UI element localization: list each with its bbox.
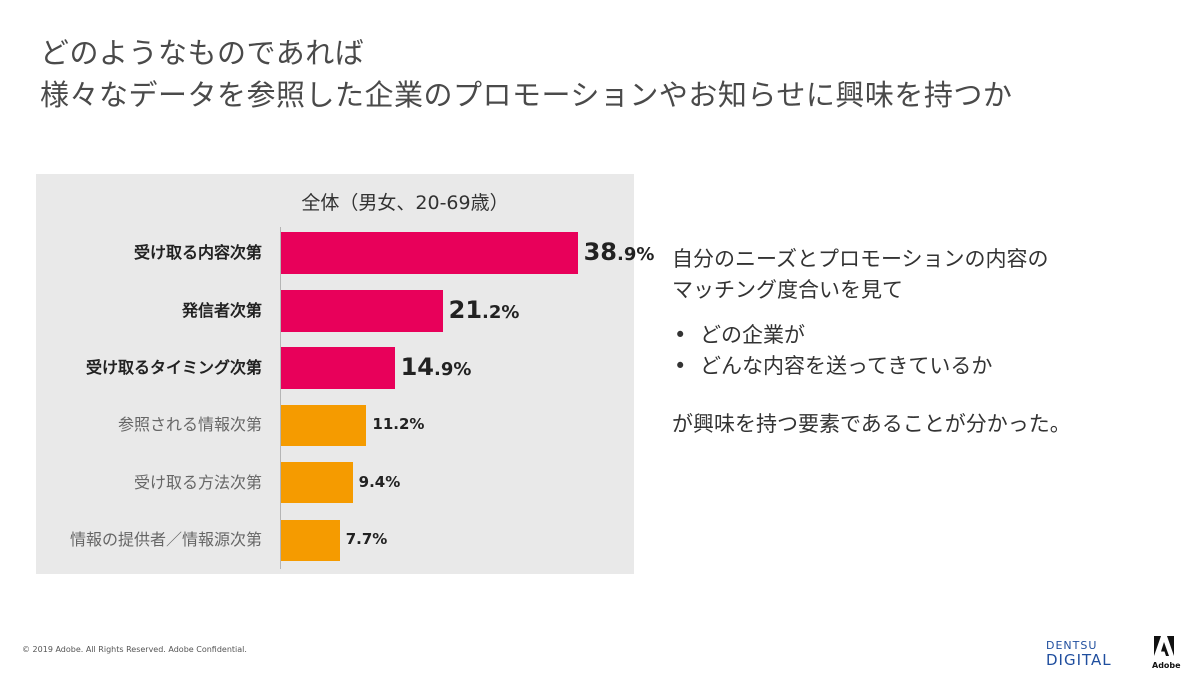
- chart-axis-line: [280, 227, 281, 569]
- category-label: 受け取る方法次第: [133, 472, 262, 492]
- bullet-dot: •: [674, 354, 687, 378]
- summary-line-1: 自分のニーズとプロモーションの内容の: [672, 247, 1049, 271]
- bar: [281, 404, 367, 446]
- bullet-text: どの企業が: [700, 323, 805, 347]
- category-label: 発信者次第: [181, 300, 262, 320]
- value-label: 38.9%: [583, 238, 655, 266]
- bar: [281, 347, 395, 389]
- adobe-logo: Adobe: [1152, 636, 1181, 670]
- bar: [281, 519, 340, 561]
- category-label: 受け取る内容次第: [133, 243, 262, 262]
- value-label: 11.2%: [372, 415, 425, 433]
- bar: [281, 289, 443, 332]
- category-label: 参照される情報次第: [117, 415, 262, 434]
- bar: [281, 462, 353, 503]
- summary-bullet: • どんな内容を送ってきているか: [672, 351, 1172, 382]
- bar: [281, 232, 578, 274]
- page-title: どのようなものであれば 様々なデータを参照した企業のプロモーションやお知らせに興…: [40, 32, 1012, 116]
- adobe-logo-word: Adobe: [1152, 661, 1181, 670]
- value-label: 9.4%: [358, 472, 401, 491]
- dentsu-digital-logo: DENTSU DIGITAL: [1046, 639, 1112, 669]
- summary-line-2: マッチング度合いを見て: [672, 278, 903, 302]
- value-label: 14.9%: [400, 353, 472, 381]
- value-label: 7.7%: [345, 530, 388, 548]
- dentsu-logo-line-1: DENTSU: [1046, 639, 1098, 652]
- value-label: 21.2%: [448, 295, 520, 324]
- title-line-1: どのようなものであれば: [40, 36, 365, 70]
- adobe-logo-icon: [1154, 636, 1174, 656]
- summary-text: 自分のニーズとプロモーションの内容の マッチング度合いを見て • どの企業が • ど…: [672, 244, 1172, 440]
- summary-bullet-list: • どの企業が • どんな内容を送ってきているか: [672, 320, 1172, 382]
- footer-copyright: © 2019 Adobe. All Rights Reserved. Adobe…: [22, 645, 247, 654]
- category-label: 受け取るタイミング次第: [85, 358, 262, 377]
- bullet-dot: •: [674, 323, 687, 347]
- bar-chart-panel: 全体（男女、20-69歳） 受け取る内容次第 38.9% 発信者次第 21.2% 受け取…: [36, 174, 654, 574]
- dentsu-logo-line-2: DIGITAL: [1046, 651, 1112, 669]
- summary-conclusion: が興味を持つ要素であることが分かった。: [672, 412, 1071, 436]
- title-line-2: 様々なデータを参照した企業のプロモーションやお知らせに興味を持つか: [40, 78, 1013, 112]
- summary-bullet: • どの企業が: [672, 320, 1172, 351]
- category-label: 情報の提供者／情報源次第: [69, 530, 262, 549]
- bullet-text: どんな内容を送ってきているか: [700, 354, 993, 378]
- chart-title: 全体（男女、20-69歳）: [301, 192, 509, 214]
